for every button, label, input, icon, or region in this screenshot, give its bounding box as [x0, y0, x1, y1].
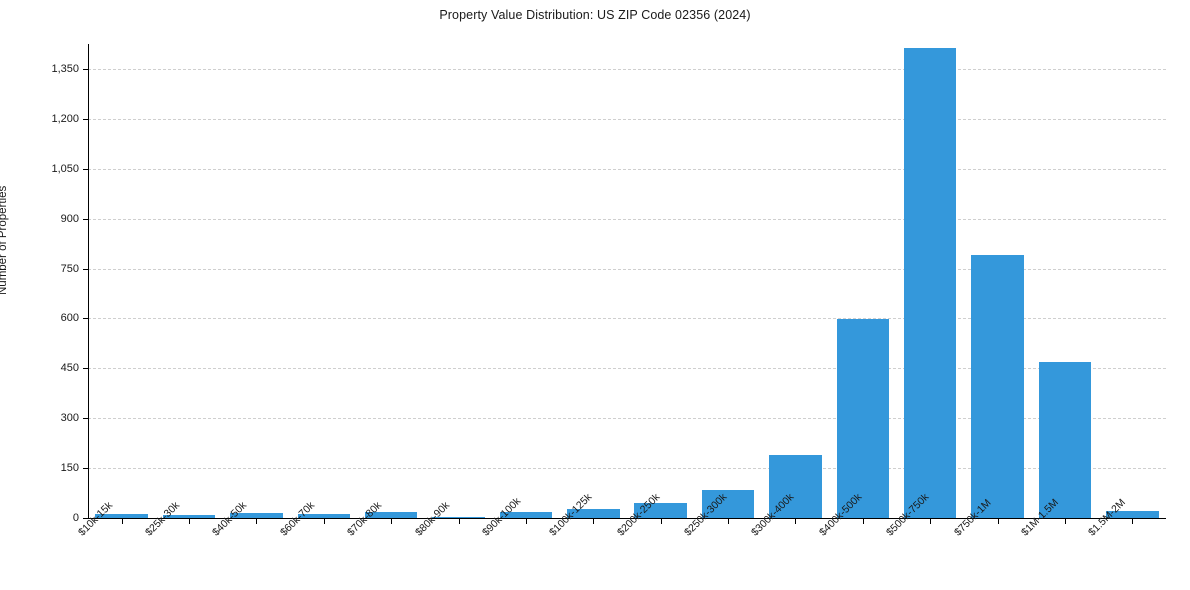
y-tick-mark	[83, 68, 88, 70]
y-tick-label: 150	[60, 462, 79, 475]
gridline	[88, 368, 1166, 370]
x-tick-mark	[660, 519, 662, 524]
x-axis-line	[88, 518, 1166, 519]
y-tick-mark	[83, 318, 88, 320]
y-tick-label: 1,350	[51, 62, 79, 75]
x-tick-mark	[930, 519, 932, 524]
x-tick-mark	[728, 519, 730, 524]
x-tick-mark	[121, 519, 123, 524]
bar[interactable]	[499, 511, 553, 518]
y-tick-label: 750	[60, 262, 79, 275]
y-tick-label: 300	[60, 412, 79, 425]
gridline	[88, 318, 1166, 320]
y-tick-mark	[83, 218, 88, 220]
bar[interactable]	[230, 513, 283, 518]
bar[interactable]	[364, 512, 418, 518]
gridline	[88, 468, 1166, 470]
bar[interactable]	[162, 514, 216, 518]
x-tick-mark	[1064, 519, 1066, 524]
x-tick-mark	[189, 519, 191, 524]
x-tick-mark	[458, 519, 460, 524]
x-tick-mark	[525, 519, 527, 524]
y-tick-mark	[83, 118, 88, 120]
gridline	[88, 168, 1166, 170]
bar[interactable]	[1038, 361, 1092, 518]
x-tick-mark	[997, 519, 999, 524]
gridline	[88, 118, 1166, 120]
bar[interactable]	[567, 508, 620, 518]
x-tick-mark	[795, 519, 797, 524]
gridline	[88, 68, 1166, 70]
y-tick-label: 0	[72, 512, 79, 524]
bar[interactable]	[432, 517, 485, 518]
y-tick-label: 1,050	[51, 162, 79, 175]
gridline	[88, 268, 1166, 270]
plot-area	[88, 44, 1166, 518]
y-axis-label: Number of Properties	[0, 185, 9, 295]
bar[interactable]	[701, 490, 755, 518]
y-tick-label: 450	[60, 362, 79, 375]
y-tick-label: 600	[60, 312, 79, 325]
gridline	[88, 418, 1166, 420]
x-tick-mark	[862, 519, 864, 524]
bar[interactable]	[971, 255, 1024, 518]
x-tick-mark	[323, 519, 325, 524]
x-tick-mark	[391, 519, 393, 524]
y-tick-mark	[83, 168, 88, 170]
y-tick-label: 900	[60, 212, 79, 225]
bar[interactable]	[297, 513, 351, 518]
y-tick-mark	[83, 268, 88, 270]
y-tick-mark	[83, 518, 88, 519]
y-axis-line	[88, 44, 89, 519]
bar[interactable]	[836, 318, 890, 518]
bar[interactable]	[769, 454, 822, 518]
y-tick-mark	[83, 368, 88, 370]
bar[interactable]	[1106, 511, 1159, 518]
y-tick-label: 1,200	[51, 112, 79, 125]
bar[interactable]	[95, 514, 148, 518]
bar[interactable]	[903, 48, 957, 518]
y-tick-mark	[83, 468, 88, 470]
gridline	[88, 218, 1166, 220]
y-tick-mark	[83, 418, 88, 420]
x-tick-mark	[256, 519, 258, 524]
chart-title: Property Value Distribution: US ZIP Code…	[439, 8, 751, 22]
bar[interactable]	[634, 502, 687, 518]
x-tick-mark	[1132, 519, 1134, 524]
x-tick-mark	[593, 519, 595, 524]
